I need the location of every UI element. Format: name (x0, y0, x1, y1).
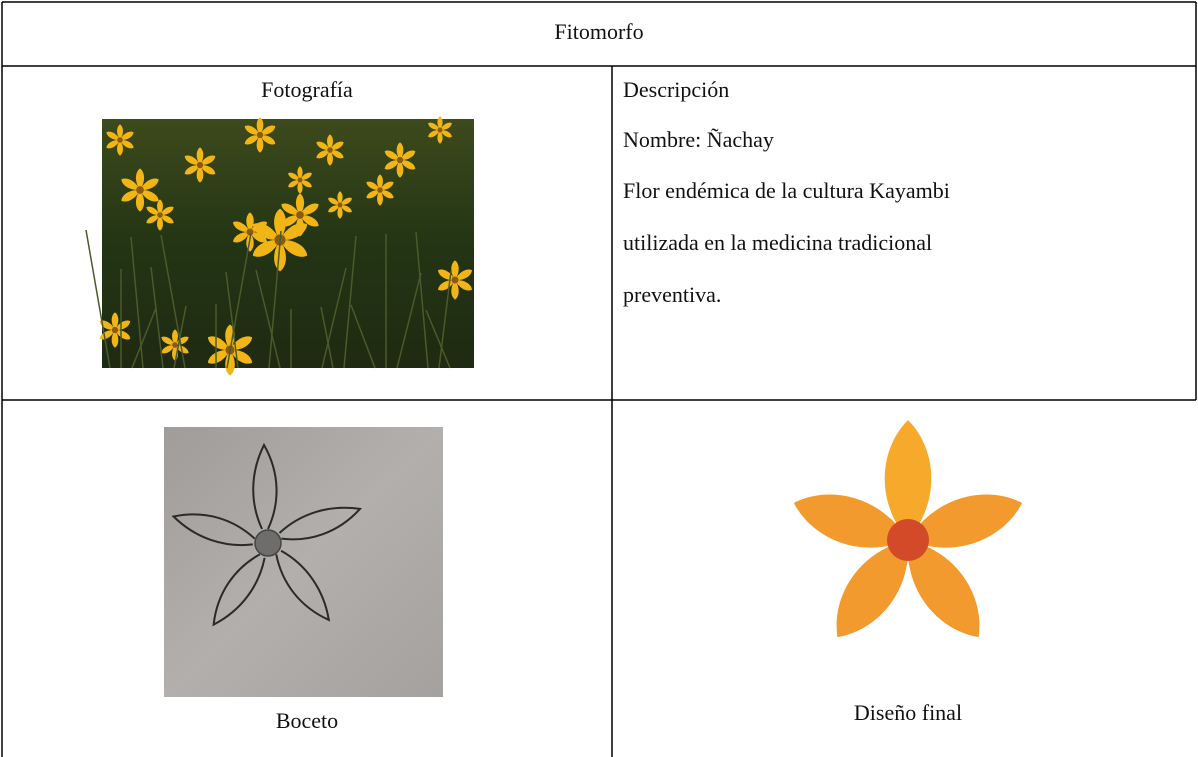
stem (85, 229, 111, 369)
flower-center (111, 326, 119, 334)
photo-flower (364, 174, 396, 206)
petal (884, 420, 932, 540)
flower-name: Nombre: Ñachay (623, 127, 774, 152)
sketch-petal (171, 513, 256, 547)
stem (268, 230, 282, 369)
column-header: Fotografía (261, 77, 353, 102)
flower-center (437, 127, 443, 133)
flower-center (172, 342, 178, 348)
petal (836, 540, 909, 638)
sketch-petal (212, 553, 266, 627)
stem (226, 232, 252, 369)
flower-center (136, 186, 144, 194)
photo-flower (279, 193, 321, 237)
stem (130, 236, 144, 369)
sketch-image (164, 427, 443, 697)
stem (425, 309, 451, 369)
column-header: Descripción (623, 77, 729, 102)
stem (255, 269, 281, 369)
photo-flower (159, 329, 191, 361)
stem (343, 235, 357, 369)
stem (321, 267, 347, 369)
petal (908, 494, 1023, 548)
photo-flower (104, 124, 136, 156)
photo-flower (231, 212, 269, 252)
caption: Boceto (276, 708, 338, 733)
flower-center (117, 137, 123, 143)
petal (907, 540, 980, 638)
petal (793, 494, 908, 548)
photo-flower (314, 134, 346, 166)
stem (131, 307, 157, 369)
photo-flower (326, 191, 354, 219)
photo-flower (183, 147, 217, 183)
sketch-petal (278, 506, 362, 541)
stem (438, 270, 452, 369)
photo-flower (426, 116, 454, 144)
photo-flower (383, 142, 417, 178)
flower-center (377, 187, 383, 193)
flower-center (157, 212, 163, 218)
stem (150, 266, 164, 369)
flower-center (337, 202, 343, 208)
flower-center (196, 161, 204, 169)
sketch-petal (275, 549, 331, 622)
table-title: Fitomorfo (554, 19, 643, 44)
photo (85, 116, 474, 376)
caption: Diseño final (854, 700, 962, 725)
sketch-petal (252, 442, 278, 530)
photo-flower (286, 166, 314, 194)
stem (225, 271, 239, 369)
description-line: Flor endémica de la cultura Kayambi (623, 178, 950, 203)
stem (396, 272, 422, 369)
photo-flower (243, 117, 277, 153)
flower-center (256, 131, 264, 139)
flower-center (327, 147, 333, 153)
description-line: preventiva. (623, 282, 721, 307)
photo-flower (144, 199, 176, 231)
photo-flower (436, 260, 474, 300)
flower-center (246, 228, 254, 236)
stem (160, 234, 186, 369)
stem (415, 231, 429, 369)
flower-center (887, 519, 929, 561)
flower-center (297, 177, 303, 183)
final-design (793, 420, 1023, 638)
stem (320, 306, 334, 369)
flower-center (396, 156, 404, 164)
stem (350, 304, 376, 369)
flower-center (296, 211, 304, 219)
description-line: utilizada en la medicina tradicional (623, 230, 932, 255)
description: Flor endémica de la cultura Kayambi utili… (623, 178, 950, 307)
photo-flower (98, 312, 132, 348)
photo-flower (119, 168, 161, 212)
flower-center (451, 276, 459, 284)
